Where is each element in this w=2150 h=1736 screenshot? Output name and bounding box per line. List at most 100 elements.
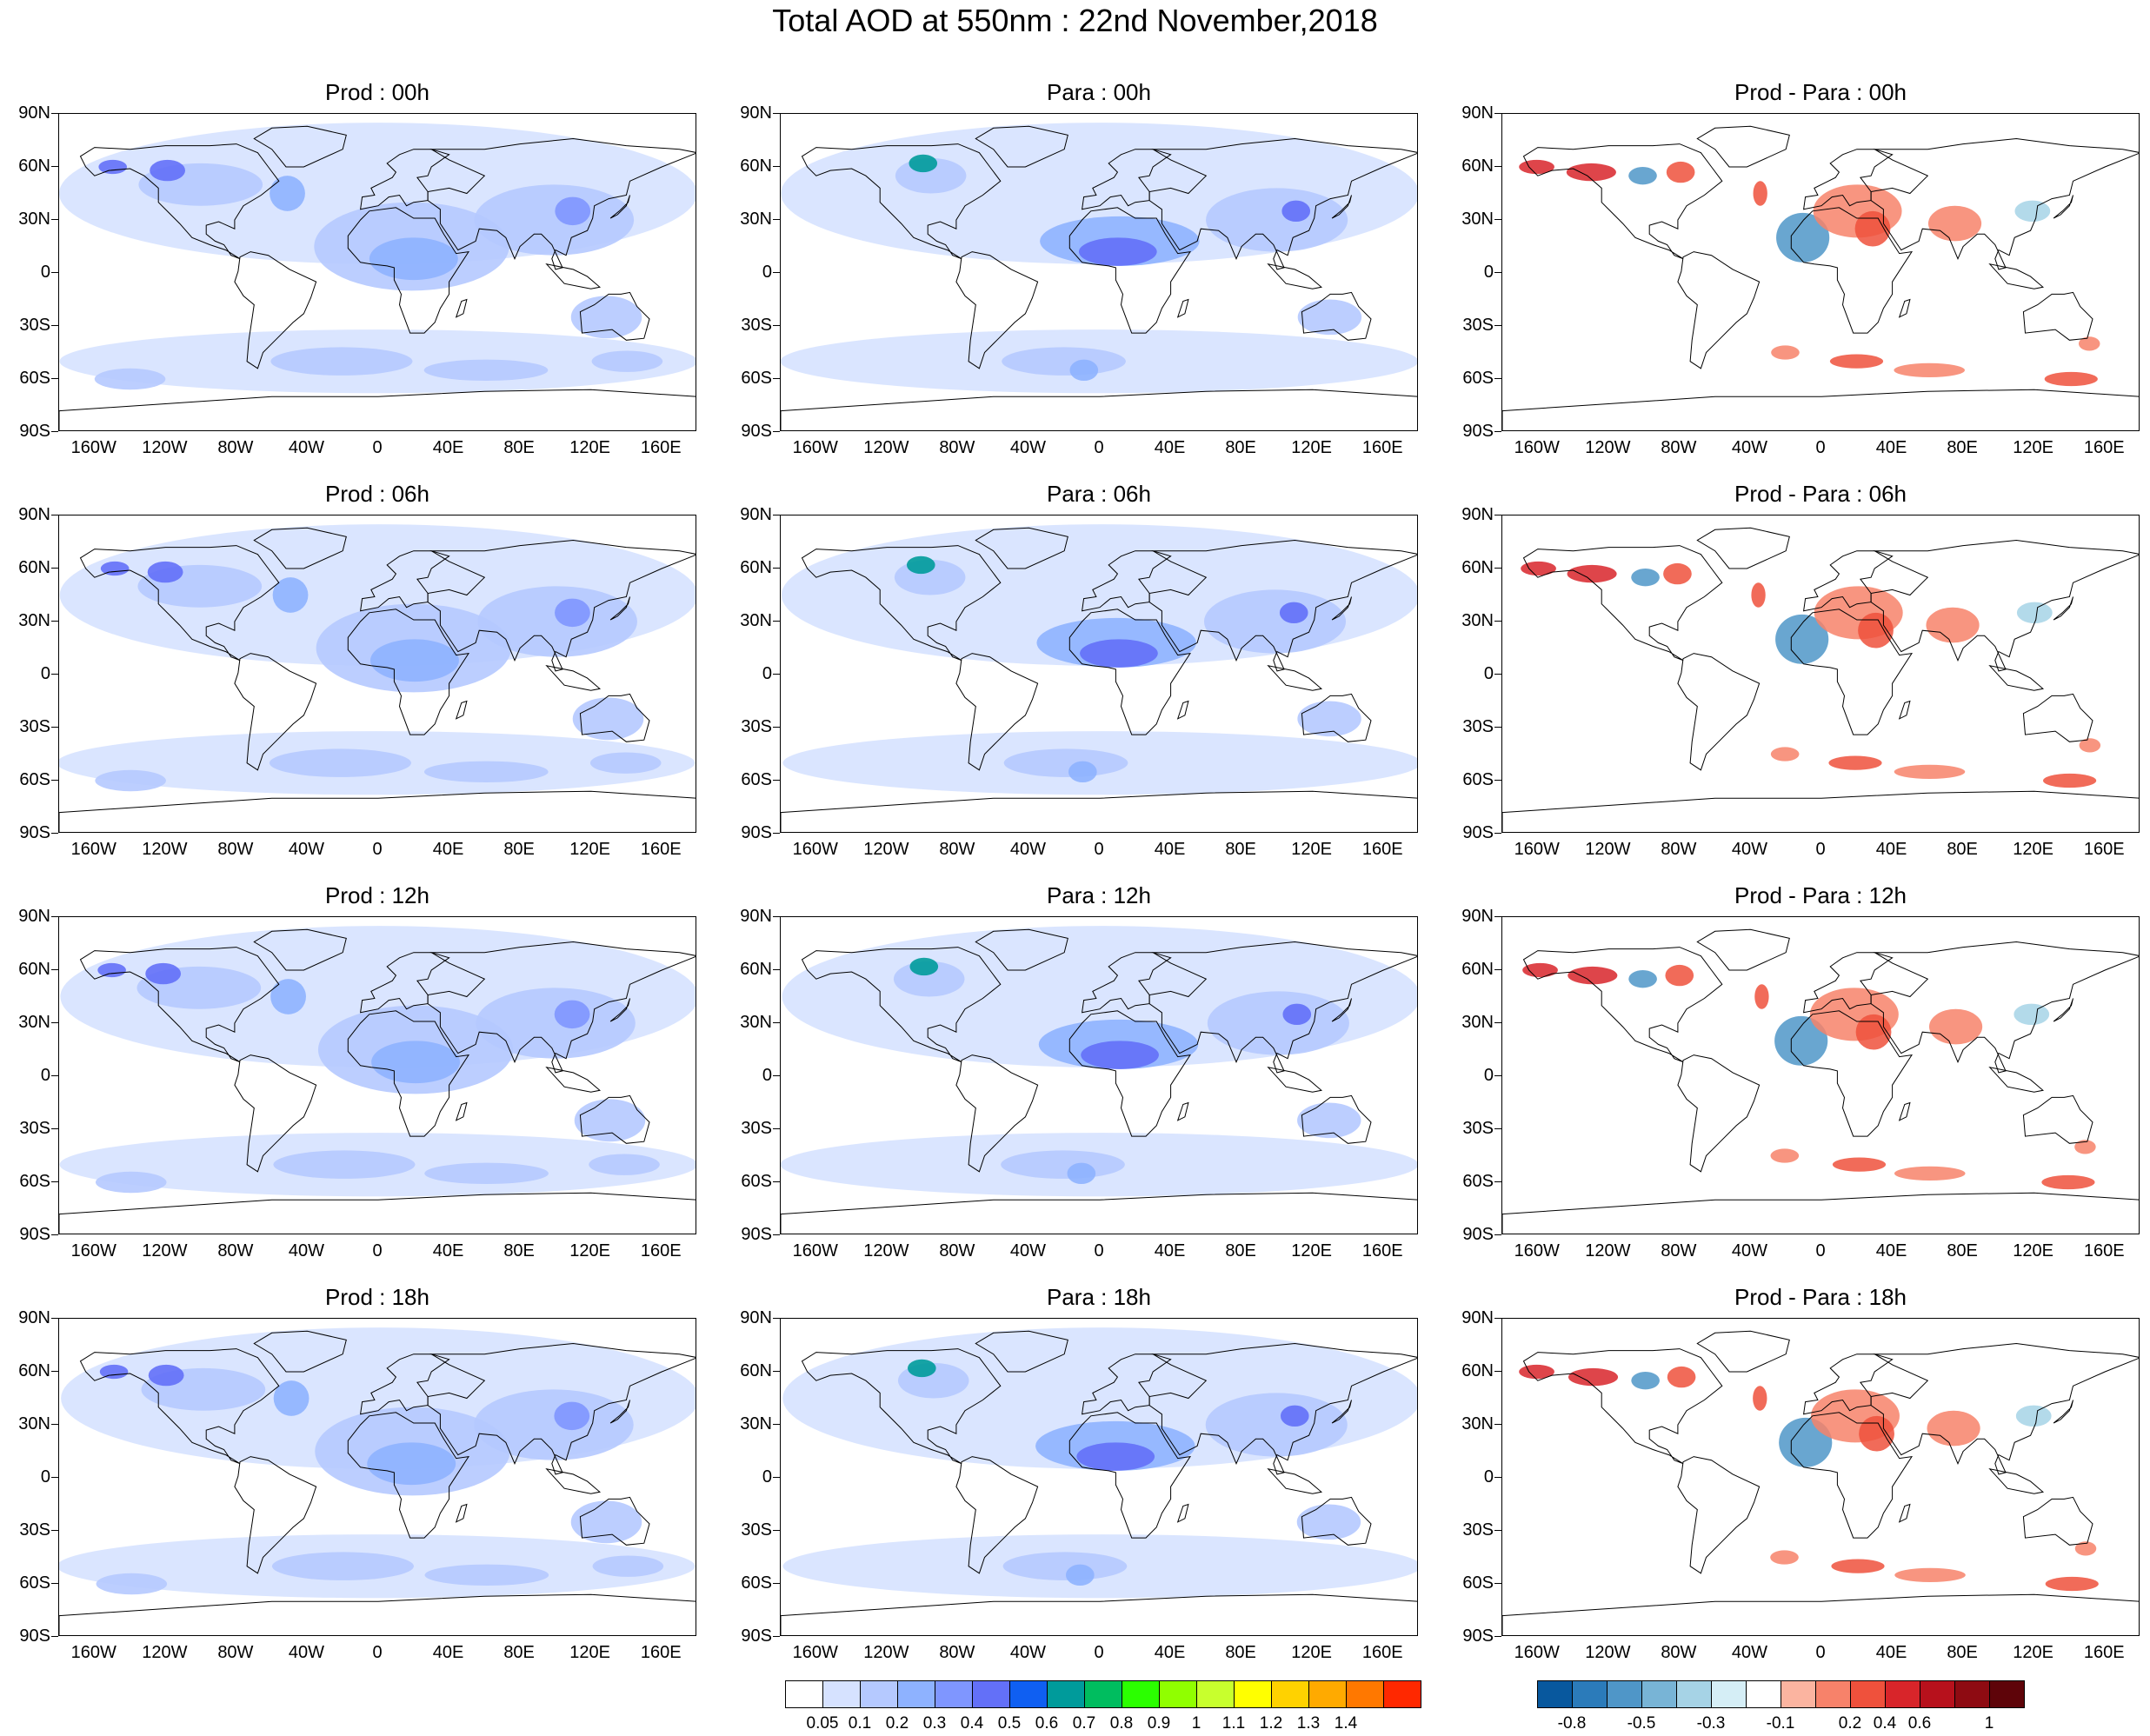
latitude-tick — [51, 1318, 58, 1319]
coastline — [975, 125, 1068, 168]
coastline — [1176, 298, 1189, 318]
aerosol-field — [98, 159, 128, 175]
colorbar-swatch — [1383, 1680, 1421, 1708]
longitude-label: 40W — [288, 1241, 324, 1260]
latitude-label: 60N — [740, 960, 772, 979]
aerosol-field — [2016, 602, 2053, 624]
latitude-label: 30N — [1461, 1013, 1494, 1032]
aerosol-field — [1282, 1003, 1312, 1026]
coastline — [79, 947, 280, 1063]
latitude-tick — [773, 1318, 780, 1319]
coastline — [1790, 207, 1914, 334]
latitude-tick — [773, 833, 780, 834]
latitude-tick — [773, 1636, 780, 1637]
aerosol-field — [1770, 1550, 1799, 1565]
coastline — [2053, 195, 2073, 219]
longitude-label: 80E — [503, 1241, 535, 1260]
aerosol-field — [1858, 612, 1894, 649]
aerosol-field — [1894, 1166, 1966, 1181]
latitude-label: 90S — [1462, 1225, 1494, 1244]
latitude-label: 30N — [18, 1414, 50, 1433]
world-map — [58, 1318, 696, 1636]
aerosol-field — [2045, 1576, 2099, 1592]
latitude-tick — [1494, 1636, 1501, 1637]
panel-title: Prod : 06h — [325, 481, 429, 507]
aerosol-field — [1066, 1564, 1095, 1586]
aerosol-field — [1894, 1567, 1966, 1582]
longitude-label: 40E — [1875, 840, 1907, 859]
latitude-tick — [51, 219, 58, 220]
coastline — [579, 1496, 650, 1546]
longitude-label: 160W — [1514, 438, 1560, 457]
coastline — [1176, 1503, 1189, 1523]
latitude-label: 30N — [740, 210, 772, 229]
longitude-label: 0 — [1094, 1241, 1104, 1260]
latitude-label: 30N — [740, 1414, 772, 1433]
coastline — [1803, 550, 1894, 612]
coastline — [1988, 665, 2045, 691]
coastline — [545, 1468, 602, 1494]
map-canvas — [59, 123, 696, 430]
coastline — [1148, 941, 1417, 1074]
latitude-tick — [1494, 272, 1501, 273]
aerosol-field — [95, 1171, 167, 1194]
latitude-label: 30N — [18, 611, 50, 630]
latitude-tick — [51, 166, 58, 167]
coastline — [347, 1412, 470, 1539]
colorbar-label: 1.3 — [1296, 1714, 1321, 1733]
aerosol-field — [1775, 614, 1829, 664]
longitude-label: 80W — [217, 1643, 254, 1662]
colorbar-swatch — [1676, 1680, 1712, 1708]
aerosol-field — [1521, 561, 1556, 576]
longitude-label: 80E — [1947, 438, 1978, 457]
aerosol-field — [1771, 345, 1800, 360]
aerosol-field — [476, 988, 636, 1059]
latitude-label: 90N — [1461, 505, 1494, 524]
colorbar-label: 0.3 — [922, 1714, 947, 1733]
colorbar-swatch — [1308, 1680, 1347, 1708]
aerosol-field — [1628, 970, 1657, 988]
colorbar-label: 0.5 — [997, 1714, 1022, 1733]
latitude-tick — [773, 1530, 780, 1531]
colorbar-label: 1 — [1984, 1714, 1994, 1733]
coastline — [455, 298, 468, 318]
latitude-label: 30S — [19, 316, 50, 335]
coastline — [360, 1354, 450, 1415]
coastline — [234, 653, 317, 771]
coastline — [253, 527, 347, 569]
aerosol-field — [1829, 354, 1884, 369]
coastline — [1522, 1348, 1723, 1465]
longitude-label: 120W — [863, 438, 909, 457]
latitude-tick — [1494, 916, 1501, 917]
longitude-label: 80W — [939, 1241, 975, 1260]
world-map — [1501, 1318, 2140, 1636]
map-panel: Prod : 12h 90N 60N 30N 0 30S 60S 90S 160W 120W 80W… — [0, 881, 696, 1299]
longitude-label: 40E — [432, 438, 464, 457]
aerosol-field — [270, 979, 306, 1014]
aerosol-field — [148, 1364, 184, 1387]
coastline — [427, 539, 696, 672]
aerosol-field — [150, 159, 185, 182]
coastline — [347, 609, 470, 735]
coastline — [1870, 941, 2139, 1074]
coastline — [59, 389, 696, 430]
coastline — [1790, 609, 1914, 735]
aerosol-field — [99, 1364, 129, 1380]
longitude-label: 40E — [1875, 1241, 1907, 1260]
latitude-tick — [51, 568, 58, 569]
coastline — [1267, 1067, 1323, 1093]
coastline — [801, 1348, 1002, 1465]
coastline — [975, 928, 1068, 971]
latitude-tick — [773, 272, 780, 273]
world-map — [58, 515, 696, 833]
aerosol-field — [909, 154, 938, 173]
world-map — [1501, 113, 2140, 431]
longitude-label: 120W — [863, 1241, 909, 1260]
colorbar-swatch — [1850, 1680, 1886, 1708]
aerosol-field — [589, 752, 662, 774]
longitude-label: 40W — [288, 840, 324, 859]
coastline — [1898, 1503, 1911, 1523]
longitude-label: 0 — [372, 1643, 383, 1662]
coastline — [1677, 1456, 1761, 1574]
latitude-label: 90N — [740, 103, 772, 123]
